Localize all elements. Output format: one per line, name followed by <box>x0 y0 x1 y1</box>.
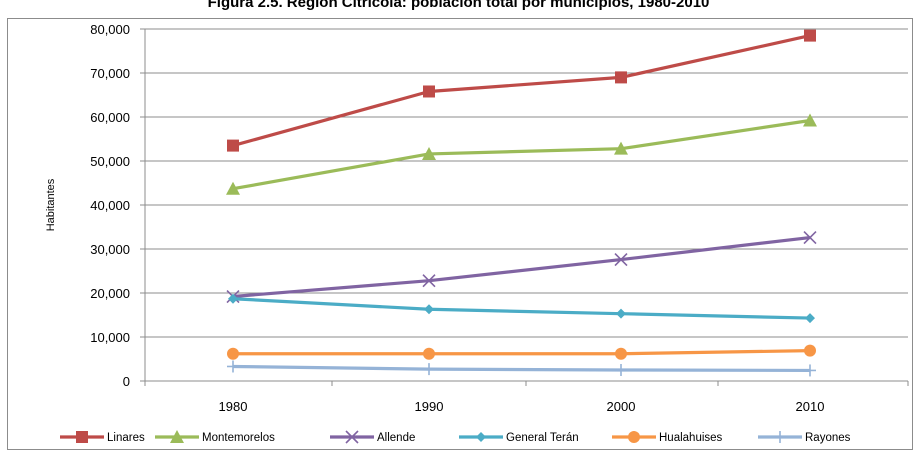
y-tick-label: 0 <box>123 374 130 389</box>
data-point-montemorelos <box>422 146 436 160</box>
legend-label-rayones: Rayones <box>805 432 851 444</box>
y-tick-label: 10,000 <box>90 330 130 345</box>
legend-marker-general-ter-n <box>476 432 486 442</box>
data-point-montemorelos <box>614 141 628 155</box>
x-tick-label: 2000 <box>607 399 636 414</box>
series-line-montemorelos <box>232 118 811 191</box>
data-point-montemorelos <box>226 181 240 195</box>
data-point-general-ter-n <box>228 293 238 304</box>
data-point-general-ter-n <box>424 304 434 315</box>
data-point-hualahuises <box>804 344 816 357</box>
data-point-hualahuises <box>227 347 239 360</box>
series-line-rayones <box>232 364 811 373</box>
data-point-linares <box>804 29 816 42</box>
legend-label-montemorelos: Montemorelos <box>202 432 275 444</box>
series-line-general-ter-n <box>232 297 811 320</box>
data-point-hualahuises <box>615 347 627 360</box>
legend-marker-allende <box>345 430 359 444</box>
series-line-hualahuises <box>233 349 811 356</box>
y-tick-label: 30,000 <box>90 242 130 257</box>
data-point-rayones <box>227 360 239 373</box>
data-point-linares <box>423 85 435 98</box>
y-tick-label: 20,000 <box>90 286 130 301</box>
data-point-rayones <box>804 364 816 377</box>
data-point-linares <box>615 71 627 84</box>
y-tick-label: 60,000 <box>90 110 130 125</box>
data-point-allende <box>803 230 817 245</box>
series-line-allende <box>232 235 811 299</box>
data-point-general-ter-n <box>616 308 626 319</box>
data-point-linares <box>227 139 239 152</box>
series-line-linares <box>232 34 811 148</box>
y-tick-label: 50,000 <box>90 154 130 169</box>
chart-title: Figura 2.5. Región Citrícola: población … <box>207 0 710 11</box>
y-axis-label: Habitantes <box>45 178 57 231</box>
data-point-hualahuises <box>423 347 435 360</box>
legend-label-allende: Allende <box>377 432 415 444</box>
data-point-allende <box>614 252 628 267</box>
legend-marker-montemorelos <box>170 430 184 443</box>
y-tick-label: 80,000 <box>90 22 130 37</box>
legend-marker-hualahuises <box>628 431 640 443</box>
y-tick-label: 40,000 <box>90 198 130 213</box>
legend-label-general-ter-n: General Terán <box>506 432 579 444</box>
legend-label-linares: Linares <box>107 432 145 444</box>
x-tick-label: 1990 <box>415 399 444 414</box>
x-tick-label: 2010 <box>796 399 825 414</box>
data-point-montemorelos <box>803 113 817 127</box>
legend-marker-linares <box>76 431 88 443</box>
legend-label-hualahuises: Hualahuises <box>659 432 723 444</box>
x-tick-label: 1980 <box>219 399 248 414</box>
data-point-rayones <box>423 363 435 376</box>
chart-frame <box>7 18 913 450</box>
data-point-general-ter-n <box>805 313 815 324</box>
data-point-rayones <box>615 364 627 376</box>
legend-marker-rayones <box>774 431 786 443</box>
data-point-allende <box>422 274 436 288</box>
y-tick-label: 70,000 <box>90 66 130 81</box>
